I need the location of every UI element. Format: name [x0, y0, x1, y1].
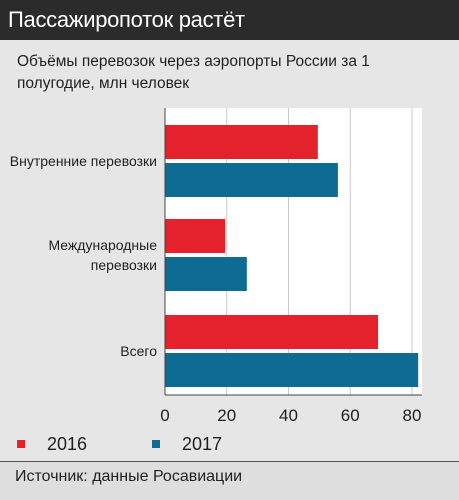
- category-label-1-0: Международные: [48, 237, 157, 253]
- legend-item-2016: 2016: [17, 430, 87, 458]
- x-tick-label-20: 20: [217, 406, 236, 425]
- legend-label-2017: 2017: [182, 434, 223, 454]
- legend-swatch-2016: [17, 440, 25, 448]
- bar-2016-0: [165, 125, 318, 159]
- x-tick-label-60: 60: [341, 406, 360, 425]
- category-label-2-0: Всего: [120, 343, 157, 359]
- x-tick-label-0: 0: [160, 406, 169, 425]
- bar-2016-2: [165, 315, 379, 349]
- legend-label-2016: 2016: [47, 434, 88, 454]
- page-title: Пассажиропоток растёт: [8, 7, 245, 32]
- bar-2017-2: [165, 353, 419, 387]
- bar-2017-1: [165, 257, 247, 291]
- legend-swatch-2017: [152, 440, 160, 448]
- chart-legend: 2016 2017: [0, 430, 459, 458]
- legend-item-2017: 2017: [152, 430, 222, 458]
- category-label-1-1: перевозки: [91, 257, 157, 273]
- source-text: Источник: данные Росавиации: [15, 468, 243, 485]
- chart-subtitle: Объёмы перевозок через аэропорты России …: [17, 53, 370, 92]
- bar-2017-0: [165, 163, 338, 197]
- source-footer: Источник: данные Росавиации: [0, 461, 459, 500]
- bar-chart: Внутренние перевозки Международные перевоз…: [10, 108, 422, 425]
- header-bar: Пассажиропоток растёт: [0, 0, 459, 40]
- bar-2016-1: [165, 219, 226, 253]
- x-tick-label-80: 80: [403, 406, 422, 425]
- x-tick-label-40: 40: [279, 406, 298, 425]
- category-label-0-0: Внутренние перевозки: [10, 153, 157, 169]
